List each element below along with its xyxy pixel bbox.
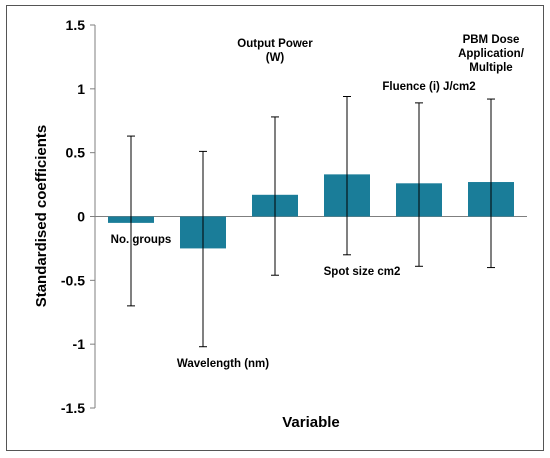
bar-label: PBM Dose Application/Multiple xyxy=(458,34,525,74)
x-axis-title: Variable xyxy=(282,414,340,431)
bar-label-line: Output Power xyxy=(237,38,313,50)
bar-label: No. groups xyxy=(111,234,172,246)
bar-labels: No. groups Wavelength (nm) Output Power (W)… xyxy=(111,34,525,370)
error-bars xyxy=(127,95,495,348)
bar-label: Wavelength (nm) xyxy=(177,358,269,370)
bar-label-line: No. groups xyxy=(111,234,172,246)
bar-label-line: Spot size cm2 xyxy=(324,266,401,278)
bar-label-line: Multiple xyxy=(469,62,512,74)
bar-label-line: Wavelength (nm) xyxy=(177,358,269,370)
axes: 1.5 1 0.5 0 -0.5 -1 -1.5 xyxy=(61,17,527,416)
bar-label: Spot size cm2 xyxy=(324,266,401,278)
y-tick-label: 1 xyxy=(77,81,85,97)
y-tick-label: -1.5 xyxy=(61,400,85,416)
bar-label-line: Application/ xyxy=(458,48,525,60)
y-tick-label: 0 xyxy=(77,209,85,225)
bar-label-line: (W) xyxy=(266,52,285,64)
y-tick-label: -1 xyxy=(73,336,86,352)
y-tick-label: 0.5 xyxy=(66,145,86,161)
bar-label: Output Power (W) xyxy=(237,38,313,64)
y-tick-label: 1.5 xyxy=(66,17,86,33)
bar-label: Fluence (i) J/cm2 xyxy=(382,81,475,93)
y-tick-label: -0.5 xyxy=(61,272,85,288)
bar-label-line: PBM Dose xyxy=(463,34,520,46)
y-axis-title: Standardised coefficients xyxy=(33,125,50,308)
bar-label-line: Fluence (i) J/cm2 xyxy=(382,81,475,93)
